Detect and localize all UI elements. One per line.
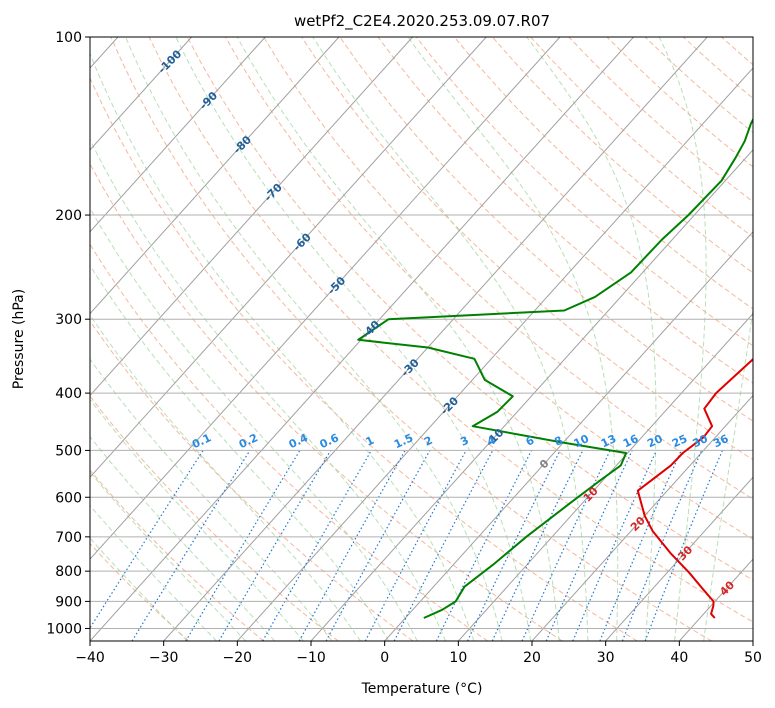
x-axis-ticks: −40 −30 −20 −10 0 10 20 30 40 50 bbox=[75, 641, 762, 666]
mixing-ratio-line bbox=[298, 450, 406, 641]
moist-adiabat bbox=[90, 504, 217, 641]
y-tick-label: 900 bbox=[55, 594, 82, 610]
mixing-ratio-label: 16 bbox=[621, 432, 641, 450]
moist-adiabat bbox=[526, 37, 657, 641]
x-tick-label: 20 bbox=[523, 650, 541, 666]
isotherm-line bbox=[90, 37, 413, 397]
moist-adiabat bbox=[658, 37, 707, 641]
mixing-ratio-label: 20 bbox=[645, 432, 665, 450]
mixing-ratio-line bbox=[435, 450, 533, 641]
x-tick-label: −30 bbox=[149, 650, 179, 666]
y-tick-label: 500 bbox=[55, 443, 82, 459]
mixing-ratio-label: 10 bbox=[572, 432, 592, 450]
isotherm-line bbox=[90, 37, 192, 151]
x-tick-label: −20 bbox=[223, 650, 253, 666]
dry-adiabat bbox=[186, 37, 753, 581]
dry-adiabat bbox=[148, 37, 753, 623]
mixing-ratio-line bbox=[644, 450, 723, 641]
isotherm-line bbox=[605, 476, 753, 641]
y-tick-label: 800 bbox=[55, 564, 82, 580]
y-axis-ticks: 100 200 300 400 500 600 700 800 900 1000 bbox=[46, 30, 90, 637]
y-axis-label: Pressure (hPa) bbox=[11, 289, 27, 389]
y-tick-label: 400 bbox=[55, 386, 82, 402]
mixing-ratio-label: 36 bbox=[711, 432, 731, 450]
isotherm-line bbox=[236, 67, 753, 641]
moist-adiabat bbox=[90, 435, 275, 641]
moist-adiabat bbox=[90, 471, 247, 641]
moist-adiabat bbox=[312, 37, 589, 641]
y-tick-label: 300 bbox=[55, 312, 82, 328]
moist-adiabat bbox=[90, 537, 188, 641]
dry-adiabat bbox=[110, 37, 712, 641]
mixing-ratio-line bbox=[131, 450, 251, 641]
isotherm-line bbox=[90, 37, 634, 641]
y-tick-label: 600 bbox=[55, 490, 82, 506]
y-tick-label: 700 bbox=[55, 530, 82, 546]
x-tick-label: 50 bbox=[744, 650, 762, 666]
mixing-ratio-line bbox=[621, 450, 703, 641]
isotherm-line bbox=[90, 37, 561, 560]
x-tick-label: −10 bbox=[296, 650, 326, 666]
moist-adiabat bbox=[90, 138, 447, 641]
isotherm-line bbox=[163, 37, 708, 641]
dry-adiabat bbox=[263, 37, 753, 500]
x-tick-label: 0 bbox=[380, 650, 389, 666]
dry-adiabat bbox=[339, 37, 753, 422]
y-tick-label: 200 bbox=[55, 208, 82, 224]
isotherm-line bbox=[310, 149, 753, 641]
moist-adiabat bbox=[90, 358, 333, 641]
background-lines bbox=[90, 37, 753, 641]
mixing-ratio-line bbox=[262, 450, 372, 641]
x-tick-label: −40 bbox=[75, 650, 105, 666]
y-tick-label: 1000 bbox=[46, 621, 82, 637]
dry-adiabat bbox=[90, 243, 488, 641]
mixing-ratio-line bbox=[572, 450, 658, 641]
moist-adiabat bbox=[125, 37, 503, 641]
dewpoint-line bbox=[357, 117, 753, 619]
x-tick-label: 10 bbox=[449, 650, 467, 666]
moist-adiabat bbox=[90, 207, 418, 641]
moist-adiabat bbox=[90, 314, 362, 641]
x-axis-label: Temperature (°C) bbox=[361, 681, 483, 697]
mixing-ratio-line bbox=[90, 450, 204, 630]
moist-adiabat bbox=[236, 37, 560, 641]
pressure-gridlines bbox=[90, 37, 753, 629]
x-tick-label: 40 bbox=[670, 650, 688, 666]
dry-adiabat bbox=[90, 162, 563, 641]
mixing-ratio-line bbox=[545, 450, 633, 641]
x-tick-label: 30 bbox=[597, 650, 615, 666]
isotherm-line bbox=[90, 37, 266, 233]
dry-adiabat bbox=[453, 37, 753, 310]
isotherm-line bbox=[531, 394, 753, 641]
mixing-ratio-line bbox=[325, 450, 431, 641]
mixing-ratio-label: 25 bbox=[670, 432, 689, 450]
mixing-ratio-line bbox=[599, 450, 682, 641]
isotherm-line bbox=[457, 312, 753, 641]
plot-frame bbox=[89, 36, 754, 642]
chart-title: wetPf2_C2E4.2020.253.09.07.R07 bbox=[294, 12, 550, 31]
y-tick-label: 100 bbox=[55, 30, 82, 46]
moist-adiabat bbox=[175, 37, 532, 641]
mixing-ratio-label: 13 bbox=[599, 432, 618, 450]
isotherm-line bbox=[90, 37, 340, 315]
profile-lines bbox=[357, 117, 753, 619]
moist-adiabat bbox=[90, 52, 475, 641]
dry-adiabat bbox=[90, 469, 264, 641]
temperature-line bbox=[636, 357, 753, 619]
isotherm-line bbox=[384, 230, 753, 641]
isotherm-line bbox=[90, 37, 487, 479]
moist-adiabat bbox=[90, 264, 390, 641]
mixing-ratio-label: 30 bbox=[691, 432, 711, 450]
dry-adiabat bbox=[90, 76, 638, 641]
